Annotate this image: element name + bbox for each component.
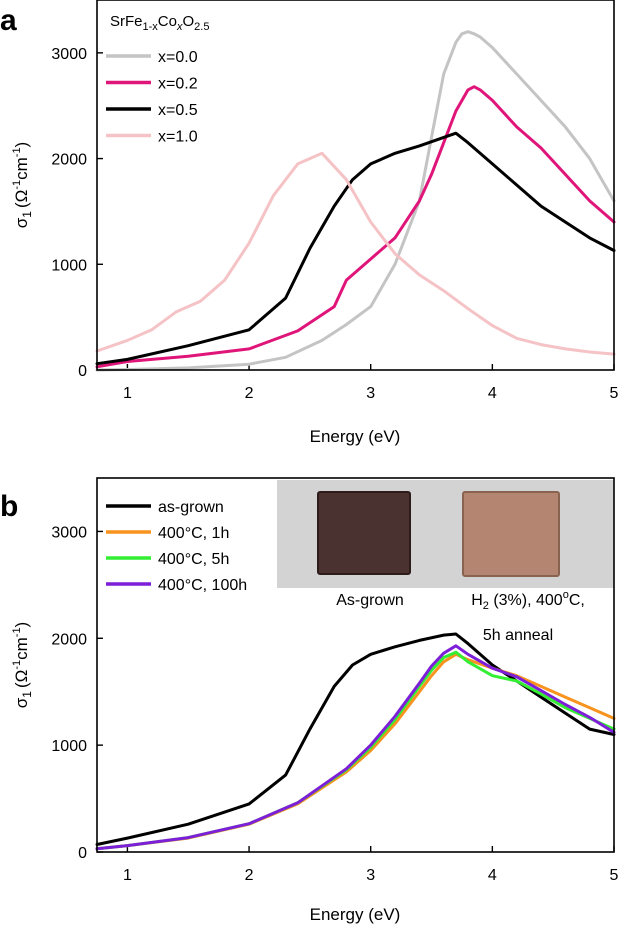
panel-a-plot-frame — [96, 0, 615, 371]
panel-b-series-line-as-grown — [95, 632, 616, 846]
panel-a-x-axis-title: Energy (eV) — [310, 427, 401, 446]
panel-a-series-line-x-0-0 — [95, 30, 616, 372]
panel-a-series-line-x-0-2 — [95, 85, 616, 369]
panel-b-x-tick-label: 4 — [488, 867, 497, 884]
photo-inset: As-grown H2 (3%), 400oC, 5h anneal — [277, 480, 614, 644]
panel-a-legend-label-x-0-2: x=0.2 — [158, 76, 198, 93]
panel-a-legend-label-x-1-0: x=1.0 — [158, 129, 198, 146]
panel-b-label: b — [0, 490, 18, 523]
panel-a-legend-title: SrFe1-xCoxO2.5 — [110, 13, 209, 33]
panel-b-series-line-400-c-5h — [95, 650, 616, 851]
panel-b-x-tick-label: 1 — [123, 867, 132, 884]
annealed-sample-edge — [462, 491, 560, 577]
panel-b-legend-label-as-grown: as-grown — [158, 499, 224, 516]
panel-a-label: a — [0, 4, 17, 37]
panel-b-y-tick-label: 3000 — [51, 524, 87, 541]
annealed-sample-label-line1: H2 (3%), 400oC, — [471, 589, 585, 612]
panel-b-x-axis-title: Energy (eV) — [310, 905, 401, 924]
panel-a-series-lines — [95, 30, 616, 372]
panel-b-series-lines — [95, 632, 616, 851]
panel-b-series-line-400-c-100h — [95, 644, 616, 851]
panel-a-x-tick-label: 2 — [245, 385, 254, 402]
panel-b-plot-frame — [96, 477, 615, 853]
panel-b-y-tick-label: 1000 — [51, 738, 87, 755]
panel-a-series-line-x-1-0 — [95, 151, 616, 356]
panel-a-y-tick-label: 2000 — [51, 152, 87, 169]
panel-a-legend: x=0.0 x=0.2 x=0.5 x=1.0 — [106, 49, 198, 146]
panel-b: b As-grown H2 (3%), 400oC, 5h anneal 1 2 3… — [0, 477, 619, 924]
panel-b-x-tick-label: 3 — [366, 867, 375, 884]
panel-a-legend-label-x-0-5: x=0.5 — [158, 102, 198, 119]
panel-b-ticks: 1 2 3 4 5 0 1000 2000 3000 — [51, 524, 618, 884]
panel-b-legend: as-grown 400°C, 1h 400°C, 5h 400°C, 100h — [106, 499, 247, 594]
panel-a-ticks: 1 2 3 4 5 0 1000 2000 3000 — [51, 46, 618, 402]
annealed-sample-swatch — [463, 492, 559, 576]
as-grown-sample-swatch — [318, 492, 410, 574]
panel-b-legend-label-400-c-100h: 400°C, 100h — [158, 577, 247, 594]
panel-b-x-tick-label: 2 — [245, 867, 254, 884]
panel-a-x-tick-label: 4 — [488, 385, 497, 402]
panel-a-y-tick-label: 1000 — [51, 257, 87, 274]
panel-b-y-tick-label: 0 — [78, 845, 87, 862]
as-grown-sample-edge — [317, 491, 411, 575]
panel-a-x-tick-label: 5 — [610, 385, 619, 402]
panel-a-series-line-x-0-5 — [95, 131, 616, 366]
annealed-sample-label-line2: 5h anneal — [483, 627, 553, 644]
panel-b-y-axis-title: σ1(Ω-1cm-1) — [11, 622, 34, 708]
panel-a-y-axis-title: σ1(Ω-1cm-1) — [11, 142, 34, 228]
panel-b-legend-label-400-c-5h: 400°C, 5h — [158, 551, 229, 568]
panel-b-x-tick-label: 5 — [610, 867, 619, 884]
panel-a-y-tick-label: 3000 — [51, 46, 87, 63]
panel-a-legend-label-x-0-0: x=0.0 — [158, 49, 198, 66]
panel-a-y-tick-label: 0 — [78, 363, 87, 380]
panel-b-series-line-400-c-1h — [95, 652, 616, 851]
panel-a: a 1 2 3 4 5 0 1000 2000 3000 Energy (eV) σ1(Ω-1c… — [0, 0, 619, 446]
panel-a-x-tick-label: 1 — [123, 385, 132, 402]
panel-b-legend-label-400-c-1h: 400°C, 1h — [158, 525, 229, 542]
as-grown-sample-label: As-grown — [336, 592, 404, 609]
panel-a-x-tick-label: 3 — [366, 385, 375, 402]
panel-b-y-tick-label: 2000 — [51, 631, 87, 648]
